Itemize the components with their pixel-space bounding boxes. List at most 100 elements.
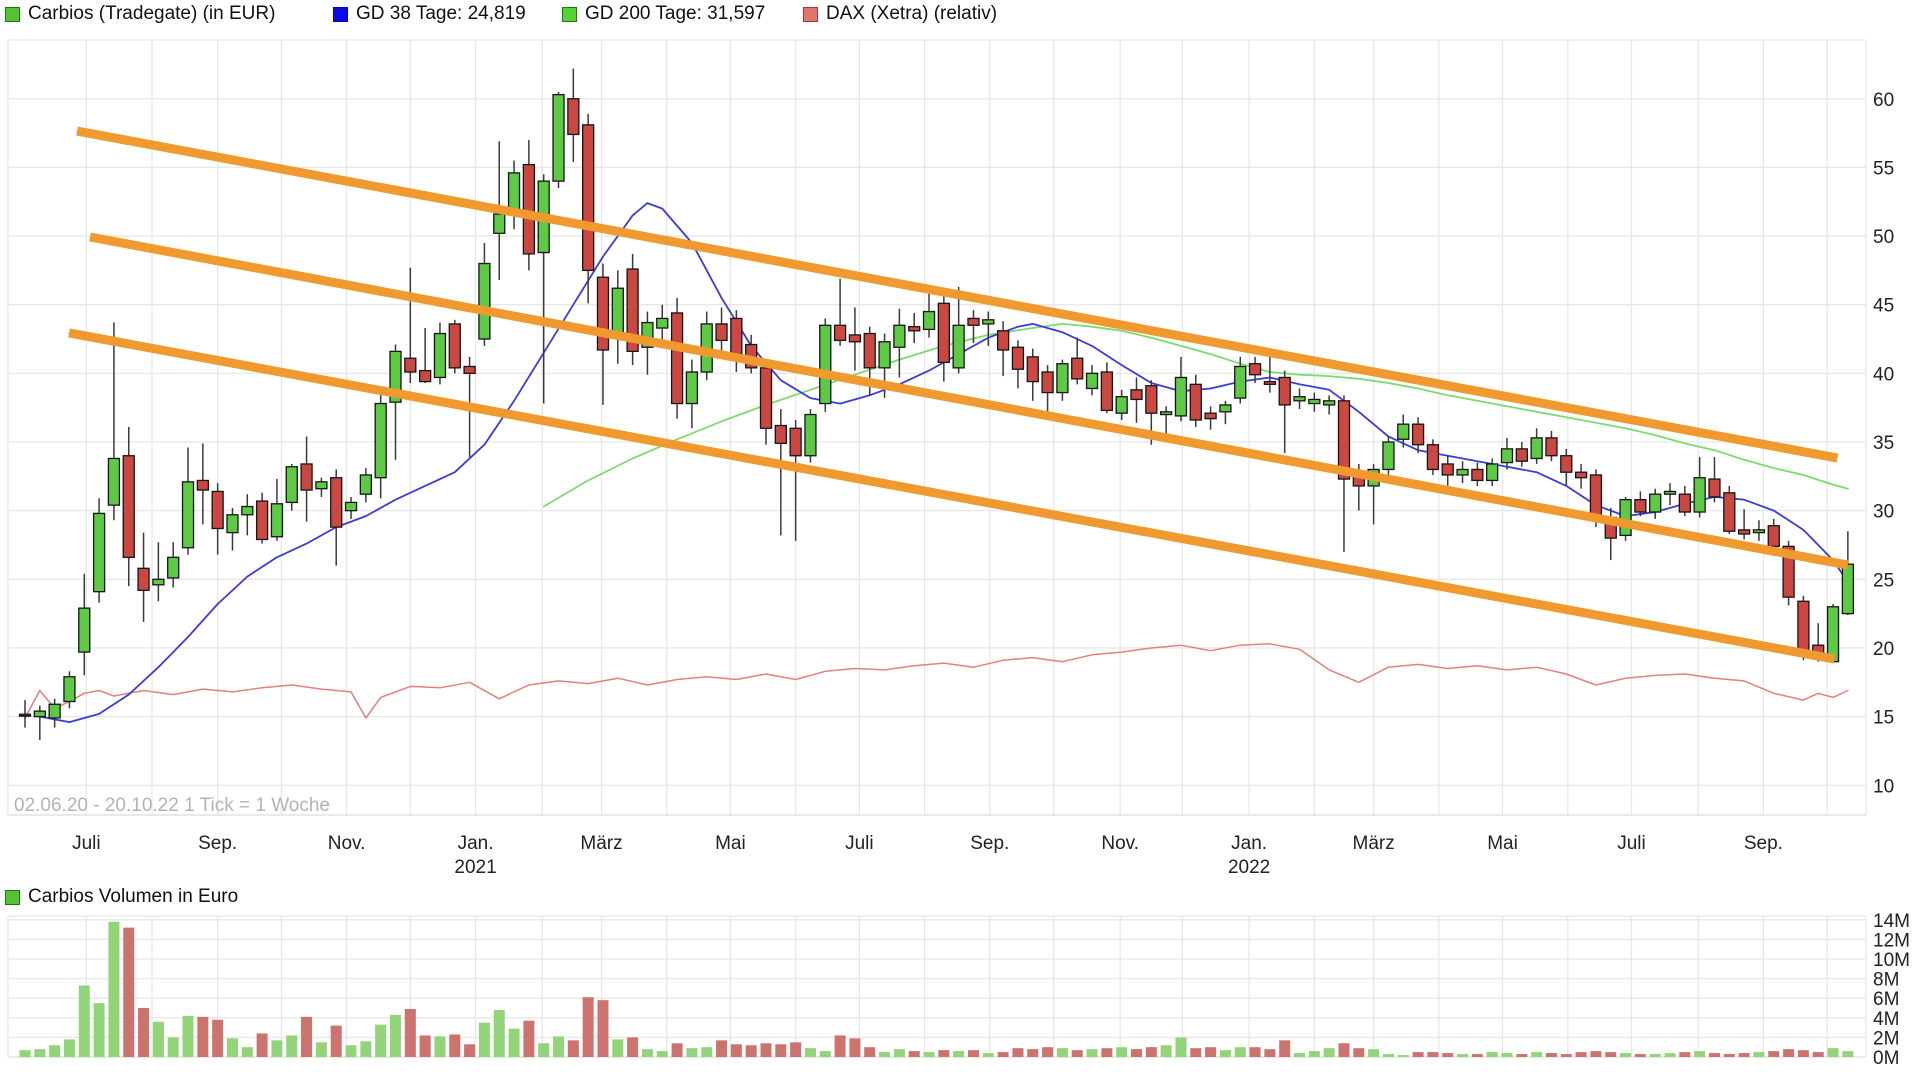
time-axis-label: Nov. [328, 833, 366, 854]
candle-down [1678, 493, 1691, 513]
candle-up [685, 371, 699, 405]
volume-bar [1175, 1037, 1187, 1057]
candle-down [1797, 600, 1810, 653]
candle-down [1189, 383, 1202, 421]
price-axis-label: 15 [1873, 708, 1894, 729]
price-plot-area[interactable] [8, 40, 1866, 815]
volume-bar [701, 1047, 713, 1057]
price-axis-label: 25 [1873, 570, 1894, 591]
candle-up [285, 466, 298, 504]
volume-bar [226, 1038, 238, 1057]
volume-legend-label: Carbios Volumen in Euro [28, 886, 239, 907]
trend-channel-line [89, 232, 1849, 570]
volume-axis-label: 14M [1873, 911, 1910, 932]
dax-relative-line [24, 643, 1849, 719]
candle-up [1056, 363, 1069, 394]
volume-bar [508, 1028, 520, 1057]
candle-down [1471, 468, 1484, 482]
candle-down [1574, 471, 1588, 479]
volume-bar [1797, 1050, 1809, 1057]
candle-up [152, 578, 165, 586]
volume-bar [953, 1051, 965, 1057]
candle-down [448, 323, 461, 369]
candle-down [759, 367, 773, 429]
volume-bar [641, 1049, 653, 1057]
legend-label-dax: DAX (Xetra) (relativ) [826, 3, 998, 24]
volume-bar [1205, 1047, 1217, 1057]
candle-up [181, 481, 195, 549]
trend-channel-line [76, 126, 1839, 463]
volume-bar [123, 927, 135, 1057]
candle-up [107, 457, 121, 506]
candle-up [270, 503, 284, 538]
volume-axis-label: 12M [1873, 930, 1910, 951]
volume-bar [1575, 1052, 1587, 1057]
candle-up [92, 512, 106, 593]
candle-down [937, 302, 950, 364]
volume-bar [1249, 1047, 1261, 1057]
candle-up [1323, 400, 1336, 406]
candle-up [1619, 499, 1632, 537]
candle-down [774, 424, 787, 445]
ma200-series-marker-icon [562, 6, 577, 22]
volume-bar [167, 1037, 179, 1057]
volume-bar [938, 1050, 950, 1057]
volume-bar [849, 1038, 861, 1057]
candle-up [1500, 448, 1514, 464]
volume-bar [523, 1020, 535, 1057]
volume-bar [1027, 1049, 1039, 1057]
candle-down [1026, 356, 1039, 383]
volume-bar [301, 1016, 313, 1057]
candle-down [1589, 474, 1603, 519]
volume-bar [1501, 1053, 1513, 1057]
candle-up [656, 317, 669, 329]
volume-bar [1812, 1052, 1824, 1057]
candle-down [418, 369, 432, 383]
dax-series-marker-icon [803, 6, 818, 22]
candle-up [344, 501, 358, 512]
candle-down [996, 330, 1010, 351]
candle-up [1219, 404, 1232, 413]
volume-bar [597, 1000, 609, 1057]
volume-bar [93, 1003, 105, 1057]
legend-item-carbios: Carbios (Tradegate) (in EUR) [5, 3, 275, 24]
volume-bar [538, 1043, 550, 1057]
candle-down [137, 567, 150, 591]
volume-bar [1338, 1043, 1350, 1057]
volume-bar [1442, 1053, 1454, 1057]
volume-bar [78, 985, 90, 1057]
volume-bar [1723, 1054, 1735, 1057]
legend-label-gd38: GD 38 Tage: 24,819 [356, 3, 526, 24]
candle-down [1545, 437, 1558, 457]
volume-bar [1471, 1054, 1483, 1057]
price-axis-label: 30 [1873, 502, 1894, 523]
candle-down [1145, 385, 1158, 414]
volume-bar [1308, 1051, 1320, 1057]
volume-bar [1694, 1051, 1706, 1057]
volume-bar [464, 1044, 476, 1057]
volume-bar [345, 1045, 357, 1057]
candle-up [982, 319, 995, 325]
price-axis-label: 50 [1873, 227, 1894, 248]
volume-bar [834, 1035, 846, 1057]
volume-bar [1634, 1054, 1646, 1057]
candle-up [1115, 396, 1128, 414]
candle-up [478, 262, 491, 340]
volume-bar [1605, 1052, 1617, 1057]
volume-bar [1190, 1048, 1202, 1057]
candle-up [315, 481, 328, 490]
volume-bar [879, 1052, 891, 1057]
candle-down [1411, 423, 1425, 446]
candle-up [493, 213, 506, 234]
volume-bar [360, 1041, 372, 1057]
volume-bar [19, 1050, 31, 1057]
candle-down [1071, 357, 1084, 380]
candle-up [226, 514, 239, 534]
trend-channel-line [68, 328, 1836, 664]
candle-up [33, 710, 46, 718]
candle-down [1782, 545, 1795, 598]
candle-down [848, 334, 862, 343]
volume-bar [612, 1039, 624, 1057]
